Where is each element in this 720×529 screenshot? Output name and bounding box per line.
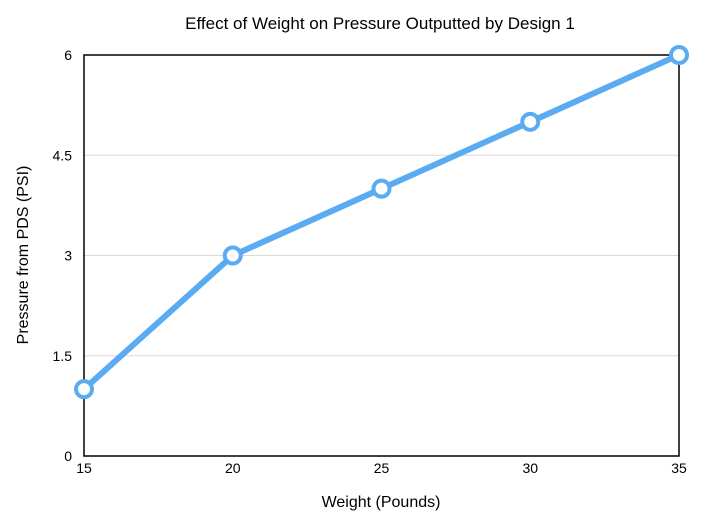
plot-frame bbox=[83, 54, 680, 457]
series-line bbox=[81, 52, 682, 393]
x-axis-ticks: 15 20 25 30 35 bbox=[76, 460, 687, 476]
x-tick-label: 25 bbox=[374, 460, 390, 476]
y-tick-label: 6 bbox=[64, 47, 72, 63]
x-tick-label: 35 bbox=[671, 460, 687, 476]
y-axis-ticks: 0 1.5 3 4.5 6 bbox=[53, 47, 73, 464]
y-tick-label: 3 bbox=[64, 248, 72, 264]
data-point bbox=[74, 379, 94, 400]
data-point bbox=[371, 178, 392, 199]
data-point bbox=[669, 45, 689, 65]
x-tick-label: 20 bbox=[225, 460, 241, 476]
gridlines bbox=[84, 154, 679, 357]
x-tick-label: 30 bbox=[522, 460, 538, 476]
y-axis-label: Pressure from PDS (PSI) bbox=[15, 166, 32, 345]
chart-title: Effect of Weight on Pressure Outputted b… bbox=[185, 14, 575, 33]
series-layer bbox=[74, 45, 689, 400]
y-tick-label: 4.5 bbox=[53, 147, 73, 163]
x-tick-label: 15 bbox=[76, 460, 92, 476]
data-point bbox=[222, 245, 243, 266]
x-axis-label: Weight (Pounds) bbox=[322, 494, 441, 511]
y-tick-label: 1.5 bbox=[53, 348, 73, 364]
data-point bbox=[520, 111, 541, 132]
y-tick-label: 0 bbox=[64, 448, 72, 464]
